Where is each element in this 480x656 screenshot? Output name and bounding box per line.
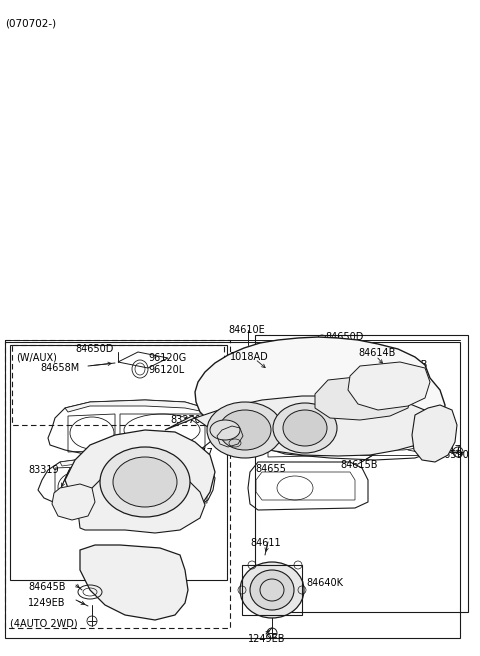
Polygon shape — [348, 362, 430, 410]
Text: 1249EB: 1249EB — [248, 634, 286, 644]
Text: 84640K: 84640K — [306, 578, 343, 588]
Ellipse shape — [283, 410, 327, 446]
Bar — [255, 335, 468, 612]
Polygon shape — [80, 545, 188, 620]
Text: 64413B: 64413B — [390, 360, 427, 370]
Ellipse shape — [240, 562, 304, 618]
Polygon shape — [165, 396, 440, 456]
Text: (070702-): (070702-) — [5, 18, 56, 28]
Text: 84614B: 84614B — [358, 348, 396, 358]
Text: (W/AUX): (W/AUX) — [16, 353, 57, 363]
Text: 86590: 86590 — [438, 450, 469, 460]
Ellipse shape — [113, 457, 177, 507]
Ellipse shape — [250, 570, 294, 610]
Text: 84610E: 84610E — [228, 325, 265, 335]
Bar — [5, 342, 460, 638]
Polygon shape — [272, 402, 438, 416]
Bar — [242, 565, 302, 615]
Text: 96120L: 96120L — [148, 365, 184, 375]
Polygon shape — [65, 430, 215, 528]
Ellipse shape — [219, 410, 271, 450]
Polygon shape — [78, 470, 205, 533]
Text: 84611: 84611 — [250, 538, 281, 548]
Text: 84645B: 84645B — [28, 582, 65, 592]
Text: 1018AD: 1018AD — [230, 352, 269, 362]
Bar — [12, 345, 224, 425]
Bar — [5, 340, 230, 628]
Polygon shape — [195, 337, 445, 453]
Text: 84658M: 84658M — [40, 363, 79, 373]
Ellipse shape — [207, 402, 283, 458]
Polygon shape — [60, 458, 210, 468]
Text: 1249EB: 1249EB — [28, 598, 65, 608]
Text: (4AUTO 2WD): (4AUTO 2WD) — [10, 618, 78, 628]
Ellipse shape — [210, 420, 240, 440]
Text: 96120G: 96120G — [148, 353, 186, 363]
Text: 84655: 84655 — [255, 464, 286, 474]
Text: 84747: 84747 — [182, 448, 213, 458]
Polygon shape — [315, 376, 412, 420]
Text: 84615B: 84615B — [340, 460, 377, 470]
Bar — [10, 345, 227, 580]
Text: 84650D: 84650D — [326, 332, 364, 342]
Ellipse shape — [100, 447, 190, 517]
Text: 84650D: 84650D — [76, 344, 114, 354]
Polygon shape — [52, 484, 95, 520]
Text: 83370C: 83370C — [170, 415, 207, 425]
Text: 84658M: 84658M — [255, 408, 294, 418]
Polygon shape — [65, 400, 215, 418]
Ellipse shape — [273, 403, 337, 453]
Text: 84747: 84747 — [430, 445, 461, 455]
Polygon shape — [412, 405, 457, 462]
Text: 83319: 83319 — [28, 465, 59, 475]
